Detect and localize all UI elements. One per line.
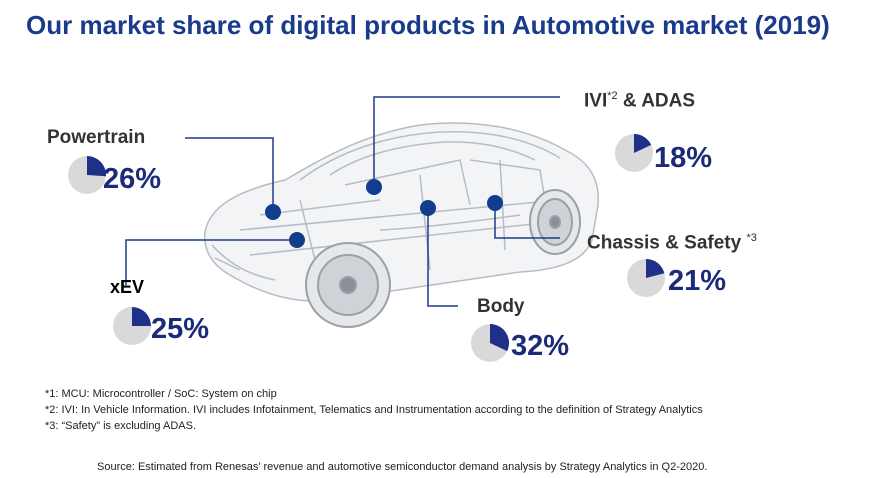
car-body-drawing (204, 122, 599, 302)
ivi-footnote-ref: *2 (607, 90, 618, 102)
powertrain-label-text: Powertrain (47, 127, 146, 148)
source-note: Source: Estimated from Renesas’ revenue … (97, 461, 708, 473)
connector-dots (265, 179, 503, 248)
body-pie (471, 324, 509, 362)
pie-share-slice (87, 156, 106, 177)
chassis-safety-pie (627, 259, 665, 297)
footnote-3: *3: “Safety” is excluding ADAS. (45, 420, 197, 432)
ivi-adas-share: 18% (654, 142, 713, 174)
pie-share-slice (646, 259, 665, 278)
powertrain-label: Powertrain (47, 127, 145, 149)
footnote-1: *1: MCU: Microcontroller / SoC: System o… (45, 388, 277, 400)
powertrain-pie (68, 156, 106, 194)
dot-powertrain (265, 204, 281, 220)
footnote-2: *2: IVI: In Vehicle Information. IVI inc… (45, 404, 703, 416)
xev-share: 25% (151, 313, 210, 345)
powertrain-share: 26% (103, 163, 162, 195)
body-share: 32% (511, 330, 570, 362)
connector-lines (125, 96, 560, 307)
pie-share-slice (634, 134, 652, 153)
dot-xev (289, 232, 305, 248)
ivi-adas-label: IVI*2 & ADAS (584, 90, 695, 112)
pie-share-slice (132, 307, 151, 326)
front-wheel (305, 242, 391, 328)
page-title: Our market share of digital products in … (26, 10, 830, 40)
chassis-label-text: Chassis & Safety (587, 232, 747, 254)
xev-pie (113, 307, 151, 345)
chassis-safety-share: 21% (668, 265, 727, 297)
xev-label: xEV (110, 277, 144, 298)
xev-label-text: xEV (110, 277, 145, 297)
adas-label-text: & ADAS (617, 90, 696, 112)
dot-body (420, 200, 436, 216)
footnotes: *1: MCU: Microcontroller / SoC: System o… (45, 386, 865, 434)
ivi-adas-pie (615, 134, 653, 172)
body-label: Body (477, 296, 525, 318)
ivi-label-text: IVI (584, 90, 608, 112)
chassis-safety-label: Chassis & Safety *3 (587, 232, 757, 254)
dot-chassis (487, 195, 503, 211)
chassis-footnote-ref: *3 (746, 232, 757, 244)
body-label-text: Body (477, 296, 525, 317)
pie-share-slice (490, 324, 509, 352)
dot-ivi (366, 179, 382, 195)
rear-wheel (529, 189, 581, 255)
